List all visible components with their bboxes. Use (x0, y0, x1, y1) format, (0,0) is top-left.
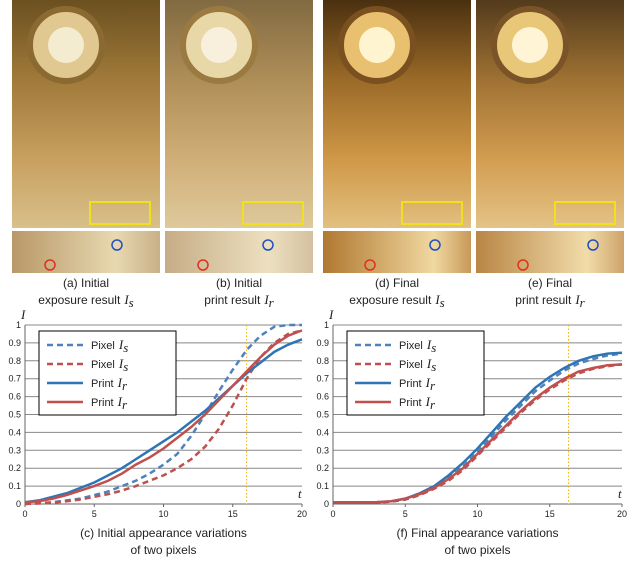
x-tick-label: 10 (158, 509, 168, 519)
photo-b (165, 0, 313, 273)
chart-caption: of two pixels (130, 543, 196, 557)
subscript: s (123, 359, 128, 374)
page: { "figures": [ {"line1": "(a) Initial", … (0, 0, 639, 566)
subscript: s (440, 295, 445, 310)
y-tick-label: 0.6 (316, 392, 329, 402)
y-tick-label: 0.2 (316, 463, 329, 473)
x-tick-label: 15 (228, 509, 238, 519)
caption-text: print result (204, 293, 261, 307)
legend-name: Print (399, 378, 422, 390)
subscript: s (129, 295, 134, 310)
legend-name: Pixel (399, 340, 423, 352)
figure: (a) Initialexposure resultIs(b) Initialp… (0, 0, 639, 566)
caption-text: exposure result (349, 293, 432, 307)
y-tick-label: 0.3 (8, 445, 21, 455)
x-tick-label: 0 (22, 509, 27, 519)
x-tick-label: 20 (617, 509, 627, 519)
x-tick-label: 5 (403, 509, 408, 519)
subscript: s (431, 359, 436, 374)
subscript: s (431, 340, 436, 355)
y-tick-label: 0.5 (316, 410, 329, 420)
x-axis-label: t (618, 486, 622, 501)
subscript: s (123, 340, 128, 355)
y-tick-label: 0.6 (8, 392, 21, 402)
legend-name: Pixel (91, 359, 115, 371)
y-tick-label: 0.4 (316, 427, 329, 437)
y-tick-label: 0 (324, 499, 329, 509)
legend-name: Print (91, 378, 114, 390)
y-tick-label: 0.8 (316, 356, 329, 366)
y-tick-label: 0.9 (316, 338, 329, 348)
y-tick-label: 0.3 (316, 445, 329, 455)
subscript: r (269, 295, 275, 310)
subscript: r (580, 295, 586, 310)
caption-line: (a) Initial (63, 276, 109, 290)
legend-name: Pixel (399, 359, 423, 371)
y-tick-label: 0.1 (316, 481, 329, 491)
y-tick-label: 0.2 (8, 463, 21, 473)
chart-caption: (c) Initial appearance variations (80, 526, 247, 540)
caption-line: (d) Final (375, 276, 419, 290)
photo-d (323, 0, 471, 273)
caption-line: (e) Final (528, 276, 572, 290)
caption-text: exposure result (38, 293, 121, 307)
x-tick-label: 0 (330, 509, 335, 519)
x-tick-label: 5 (92, 509, 97, 519)
chart-caption: of two pixels (444, 543, 510, 557)
y-tick-label: 0.7 (316, 374, 329, 384)
legend-name: Print (91, 397, 114, 409)
caption-line: (b) Initial (216, 276, 262, 290)
legend-name: Pixel (91, 340, 115, 352)
y-tick-label: 0.9 (8, 338, 21, 348)
chart-caption: (f) Final appearance variations (396, 526, 558, 540)
y-axis-label: I (20, 307, 26, 322)
y-tick-label: 0.8 (8, 356, 21, 366)
legend-name: Print (399, 397, 422, 409)
x-tick-label: 15 (545, 509, 555, 519)
y-tick-label: 0.4 (8, 427, 21, 437)
y-tick-label: 0.1 (8, 481, 21, 491)
y-tick-label: 0 (16, 499, 21, 509)
photo-a (12, 0, 160, 273)
x-axis-label: t (298, 486, 302, 501)
photos (12, 0, 624, 273)
y-axis-label: I (328, 307, 334, 322)
photo-e (476, 0, 624, 273)
y-tick-label: 0.5 (8, 410, 21, 420)
x-tick-label: 10 (472, 509, 482, 519)
y-tick-label: 0.7 (8, 374, 21, 384)
x-tick-label: 20 (297, 509, 307, 519)
caption-text: print result (515, 293, 572, 307)
